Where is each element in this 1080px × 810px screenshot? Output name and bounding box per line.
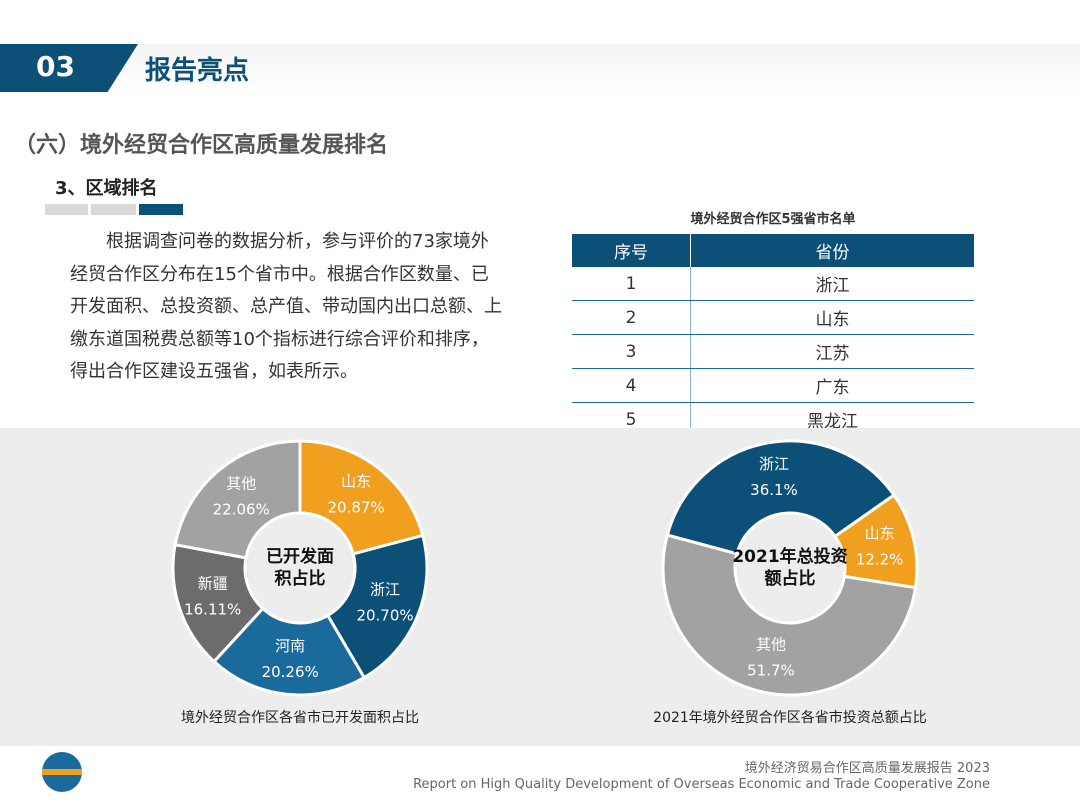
slice-label: 山东 (865, 525, 895, 543)
table-cell: 4 (572, 368, 691, 403)
pie-slice (665, 439, 897, 556)
pie-slice (298, 439, 425, 556)
table-title: 境外经贸合作区5强省市名单 (690, 212, 856, 227)
slice-label: 新疆 (198, 575, 228, 593)
slice-value-label: 51.7% (747, 662, 795, 680)
pie-slice (661, 533, 918, 697)
charts-panel: 山东 20.87% 浙江 20.70% 河南 20.26% 新疆 16.11% 其他 22.06%… (0, 428, 1080, 746)
deco-bar (91, 204, 136, 215)
footer-subtitle: Report on High Quality Development of Ov… (413, 777, 990, 792)
pie-slice (173, 439, 302, 560)
table-cell: 2 (572, 300, 691, 335)
chart-caption: 2021年境外经贸合作区各省市投资总额占比 (653, 709, 927, 726)
logo-stripe (42, 769, 82, 775)
pie-slice (211, 606, 367, 697)
table-cell: 1 (572, 267, 691, 301)
paragraph: 根据调查问卷的数据分析，参与评价的73家境外经贸合作区分布在15个省市中。根据合… (70, 231, 502, 382)
slice-label: 山东 (341, 473, 371, 491)
panel-bg (0, 428, 1080, 746)
table-cell: 山东 (690, 300, 974, 335)
header-band (0, 44, 1080, 94)
subsection-title: 3、区域排名 (55, 178, 158, 199)
center-label: 额占比 (765, 568, 816, 589)
slice-value-label: 20.26% (262, 663, 319, 681)
slice-label: 浙江 (759, 455, 789, 473)
footer-title: 境外经济贸易合作区高质量发展报告 2023 (744, 761, 990, 776)
table-header-cell: 序号 (572, 234, 691, 267)
table: 序号 省份 1 浙江 2 山东 3 江苏 4 广东 5 黑龙江 (572, 234, 974, 437)
table-row: 2 山东 (572, 300, 974, 335)
deco-bar (139, 204, 183, 215)
table-cell: 广东 (690, 368, 974, 403)
slice-value-label: 12.2% (856, 551, 904, 569)
header-title: 报告亮点 (145, 56, 250, 86)
slice-value-label: 20.87% (327, 499, 384, 517)
slice-label: 其他 (756, 636, 786, 654)
deco-bar (45, 204, 88, 215)
table-cell: 江苏 (690, 334, 974, 369)
slice-label: 河南 (275, 637, 305, 655)
center-label: 已开发面 (266, 546, 334, 567)
table-row: 3 江苏 (572, 334, 974, 369)
slice-label: 其他 (226, 475, 256, 493)
center-label: 2021年总投资 (732, 546, 847, 567)
logo (42, 752, 82, 792)
pie-slice (325, 533, 429, 680)
chart-caption: 境外经贸合作区各省市已开发面积占比 (181, 709, 419, 726)
table-row: 1 浙江 (572, 267, 974, 301)
section-title: （六）境外经贸合作区高质量发展排名 (14, 133, 389, 158)
table-header-cell: 省份 (690, 234, 974, 267)
slice-value-label: 16.11% (184, 601, 241, 619)
slice-value-label: 22.06% (213, 501, 270, 519)
table-row: 4 广东 (572, 368, 974, 403)
center-label: 积占比 (275, 568, 326, 589)
slice-label: 浙江 (370, 581, 400, 599)
table-cell: 浙江 (690, 267, 974, 301)
table-cell: 3 (572, 334, 691, 369)
slice-value-label: 36.1% (750, 481, 798, 499)
header-number: 03 (36, 50, 75, 83)
slice-value-label: 20.70% (356, 607, 413, 625)
